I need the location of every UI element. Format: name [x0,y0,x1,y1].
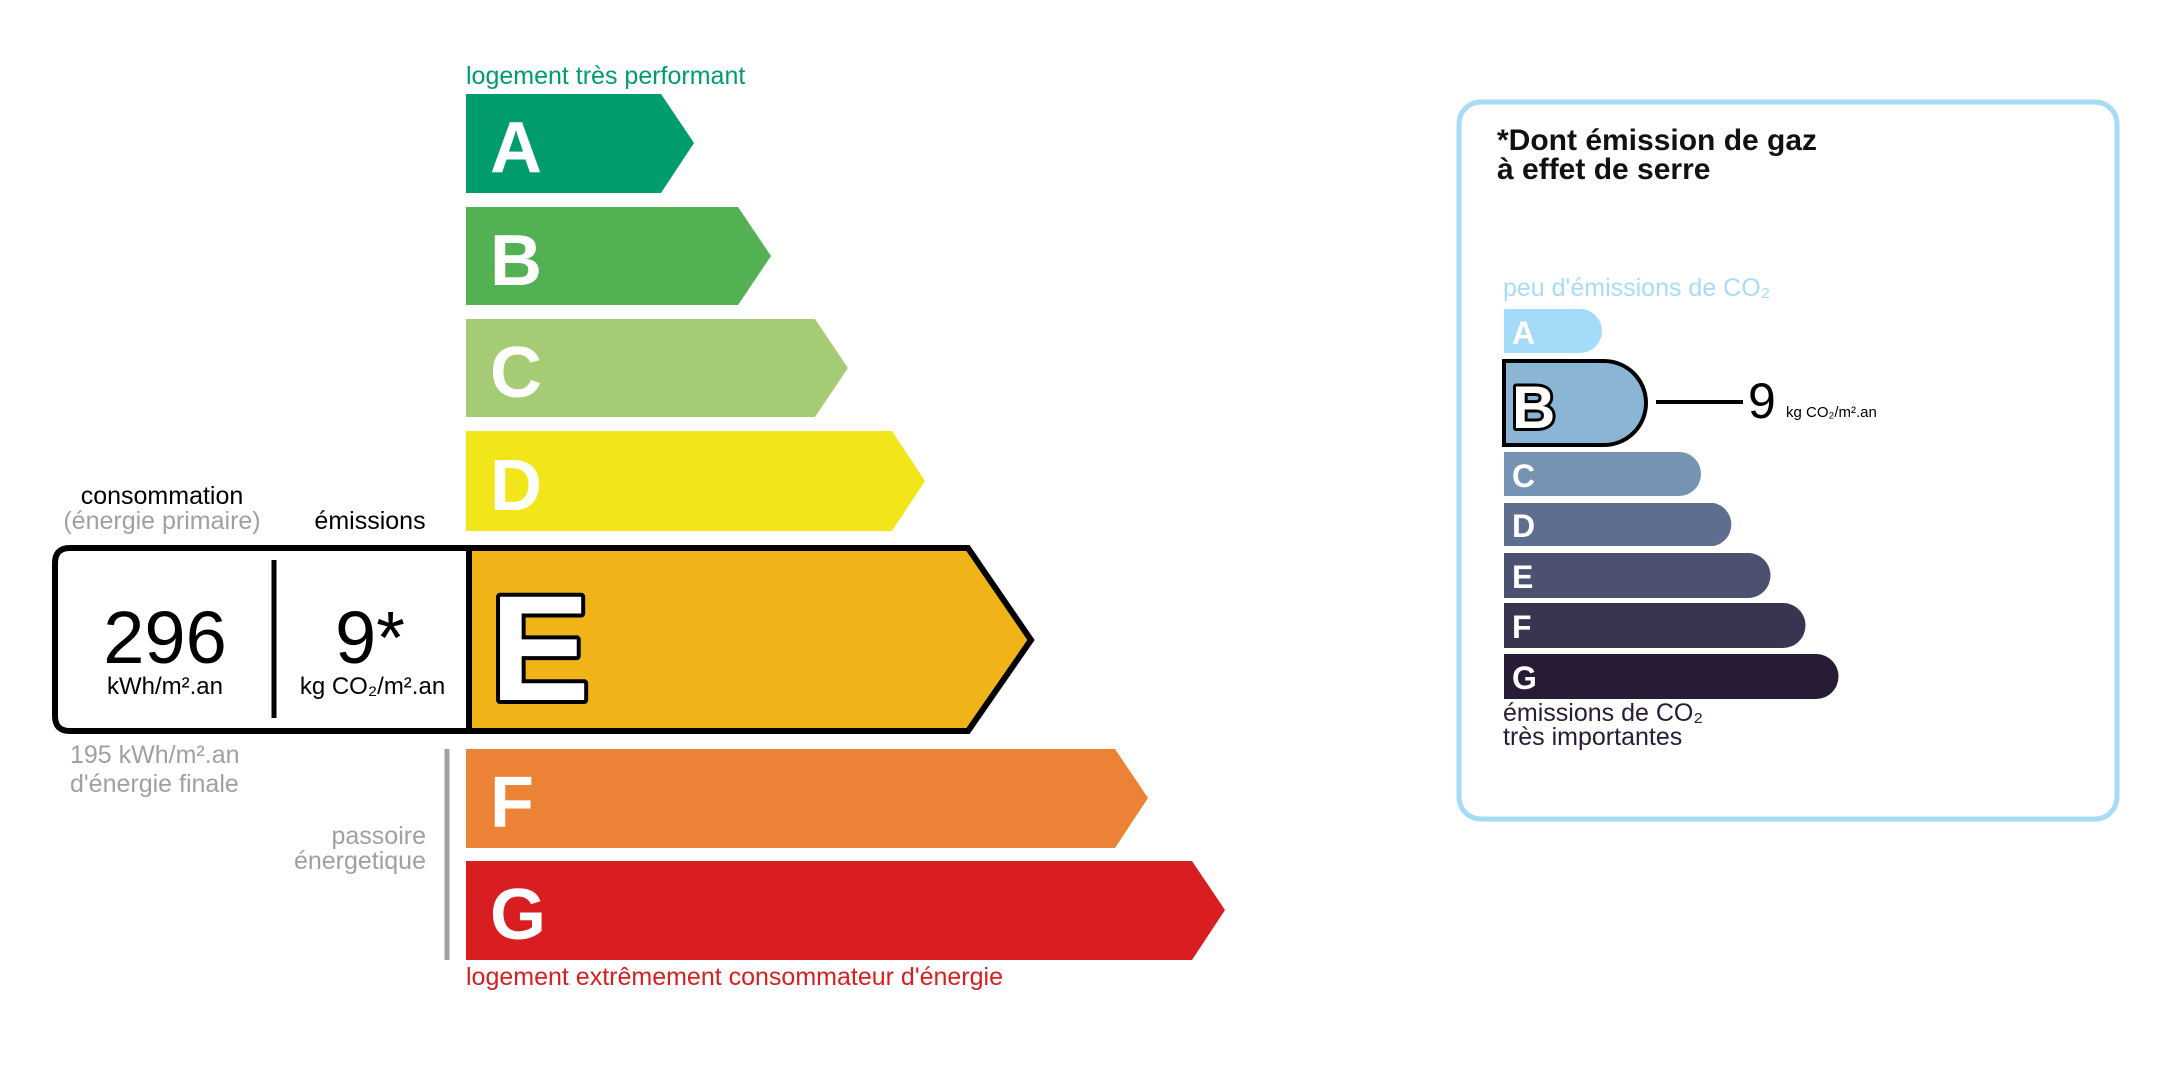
energy-bar-g [466,861,1225,960]
ges-bar-c [1504,452,1701,496]
energy-top-label: logement très performant [466,62,746,90]
ges-bar-f [1504,603,1806,648]
ges-letter-d: D [1512,508,1535,544]
ges-bar-g [1504,654,1839,699]
final-energy-value: 195 kWh/m².an [70,741,240,769]
energy-letter-e: E [490,564,590,732]
ges-bar-d [1504,503,1732,546]
emissions-label: émissions [314,507,426,535]
energy-bottom-label: logement extrêmement consommateur d'éner… [466,963,1003,991]
ges-letter-f: F [1512,609,1532,645]
energy-letter-g: G [490,875,546,955]
energy-letter-b: B [490,221,542,301]
ges-letter-c: C [1512,458,1535,494]
consumption-sublabel: (énergie primaire) [63,507,261,535]
ges-title-line-2: à effet de serre [1497,153,1711,186]
energy-letter-d: D [490,446,542,526]
final-energy-label: d'énergie finale [70,770,239,798]
passoire-label-1: passoire [331,822,427,850]
energy-value-box [52,545,472,734]
ges-letter-a: A [1512,315,1535,351]
energy-bar-c [466,319,848,417]
consumption-unit: kWh/m².an [106,673,223,700]
energy-bar-f [466,749,1148,848]
ges-top-label: peu d'émissions de CO₂ [1503,274,1771,302]
emissions-value: 9* [335,596,405,679]
energy-bar-e [466,545,1035,734]
ges-letter-b: B [1512,374,1555,441]
ges-value: 9 [1748,373,1776,429]
consumption-value: 296 [103,596,227,679]
ges-title-line-1: *Dont émission de gaz [1497,124,1818,157]
energy-letter-f: F [490,763,534,843]
emissions-unit: kg CO₂/m².an [299,673,446,700]
ges-bottom-label-1: émissions de CO₂ [1503,699,1704,727]
ges-bar-a [1504,309,1602,353]
energy-letter-c: C [490,333,542,413]
ges-bottom-label-2: très importantes [1503,723,1683,751]
ges-letter-e: E [1512,559,1533,595]
ges-bar-b [1502,359,1648,447]
energy-bar-a [466,94,694,193]
energy-bar-d [466,431,925,531]
passoire-label-2: énergetique [293,847,426,875]
ges-bar-e [1504,553,1771,598]
consumption-label: consommation [80,482,244,510]
energy-bar-b [466,207,771,305]
ges-unit: kg CO₂/m².an [1786,404,1877,421]
energy-letter-a: A [490,108,542,188]
ges-letter-g: G [1512,660,1537,696]
